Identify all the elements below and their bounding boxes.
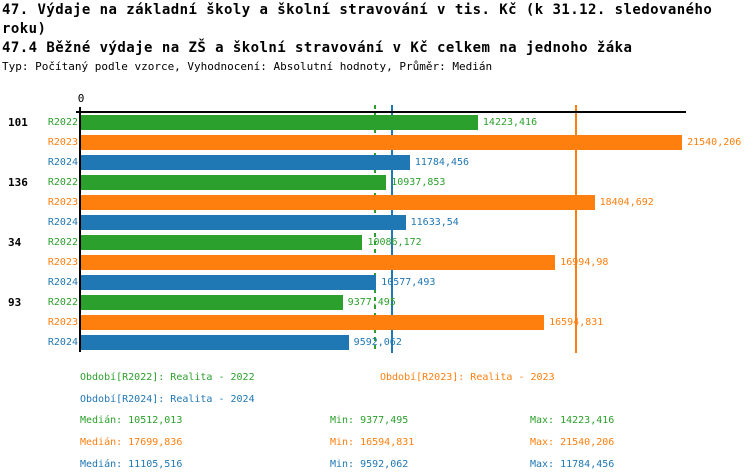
bar-r2024: [81, 335, 349, 350]
bar-r2022: [81, 235, 363, 250]
x-axis-line: [76, 111, 686, 113]
bar-r2024: [81, 155, 410, 170]
bar-value-label: 9592,062: [353, 337, 402, 348]
bar-r2022: [81, 175, 387, 190]
bar-value-label: 18404,692: [599, 197, 654, 208]
chart-title-line1: 47. Výdaje na základní školy a školní st…: [2, 2, 713, 18]
bar-r2024: [81, 215, 406, 230]
bar-row: 9592,062: [81, 335, 686, 350]
bar-r2023: [81, 195, 595, 210]
bar-value-label: 14223,416: [482, 117, 538, 128]
series-label-r2024: R2024: [47, 157, 78, 168]
bar-value-label: 16994,98: [560, 257, 609, 268]
bar-row: 21540,206: [81, 135, 741, 150]
stat-max-r2022: Max: 14223,416: [530, 415, 615, 426]
series-label-r2023: R2023: [47, 257, 78, 268]
series-label-r2023: R2023: [47, 197, 78, 208]
bar-row: 10577,493: [81, 275, 686, 290]
series-label-r2023: R2023: [47, 317, 78, 328]
y-axis-line: [79, 107, 81, 352]
legend-entry-r2024: Období[R2024]: Realita - 2024: [80, 394, 255, 405]
bar-value-label: 10577,493: [381, 277, 436, 288]
stat-max-r2023: Max: 21540,206: [530, 437, 615, 448]
plot-area: 14223,416 21540,206 11784,456 10937,853 1840…: [81, 105, 741, 353]
series-label-r2022: R2022: [47, 177, 78, 188]
series-label-r2024: R2024: [47, 337, 78, 348]
group-label: 101: [8, 116, 28, 129]
bar-r2022: [81, 115, 478, 130]
stat-min-r2023: Min: 16594,831: [330, 437, 415, 448]
bar-value-label: 21540,206: [687, 137, 742, 148]
group-label: 93: [8, 296, 22, 309]
group-label: 34: [8, 236, 22, 249]
chart-subtitle: 47.4 Běžné výdaje na ZŠ a školní stravov…: [2, 40, 633, 56]
bar-value-label: 10937,853: [391, 177, 446, 188]
stat-min-r2022: Min: 9377,495: [330, 415, 409, 426]
bar-value-label: 11633,54: [410, 217, 459, 228]
bar-value-label: 9377,495: [347, 297, 396, 308]
legend-entry-r2023: Období[R2023]: Realita - 2023: [380, 372, 555, 383]
series-label-r2023: R2023: [47, 137, 78, 148]
stat-max-r2024: Max: 11784,456: [530, 459, 615, 470]
legend-entry-r2022: Období[R2022]: Realita - 2022: [80, 372, 255, 383]
series-label-r2022: R2022: [47, 297, 78, 308]
stat-median-r2022: Medián: 10512,013: [80, 415, 183, 426]
bar-value-label: 11784,456: [414, 157, 470, 168]
bar-row: 10937,853: [81, 175, 686, 190]
bar-row: 11784,456: [81, 155, 686, 170]
bar-row: 16994,98: [81, 255, 686, 270]
bar-row: 18404,692: [81, 195, 686, 210]
bar-value-label: 16594,831: [549, 317, 604, 328]
bar-row: 14223,416: [81, 115, 686, 130]
chart-title-line2: roku): [2, 21, 47, 37]
stat-min-r2024: Min: 9592,062: [330, 459, 409, 470]
bar-r2024: [81, 275, 377, 290]
bar-row: 10086,172: [81, 235, 686, 250]
bar-r2023: [81, 255, 556, 270]
median-line-r2023: [574, 105, 577, 353]
x-axis-zero-tick-label: 0: [77, 92, 85, 105]
bar-row: 16594,831: [81, 315, 686, 330]
bar-r2023: [81, 135, 683, 150]
series-label-r2022: R2022: [47, 117, 78, 128]
series-label-r2022: R2022: [47, 237, 78, 248]
series-label-r2024: R2024: [47, 217, 78, 228]
series-label-r2024: R2024: [47, 277, 78, 288]
chart-meta-line: Typ: Počítaný podle vzorce, Vyhodnocení:…: [2, 60, 493, 73]
bar-row: 11633,54: [81, 215, 686, 230]
stat-median-r2023: Medián: 17699,836: [80, 437, 183, 448]
bar-row: 9377,495: [81, 295, 686, 310]
bar-r2022: [81, 295, 343, 310]
bar-r2023: [81, 315, 545, 330]
bar-value-label: 10086,172: [367, 237, 422, 248]
stat-median-r2024: Medián: 11105,516: [80, 459, 183, 470]
group-label: 136: [8, 176, 28, 189]
